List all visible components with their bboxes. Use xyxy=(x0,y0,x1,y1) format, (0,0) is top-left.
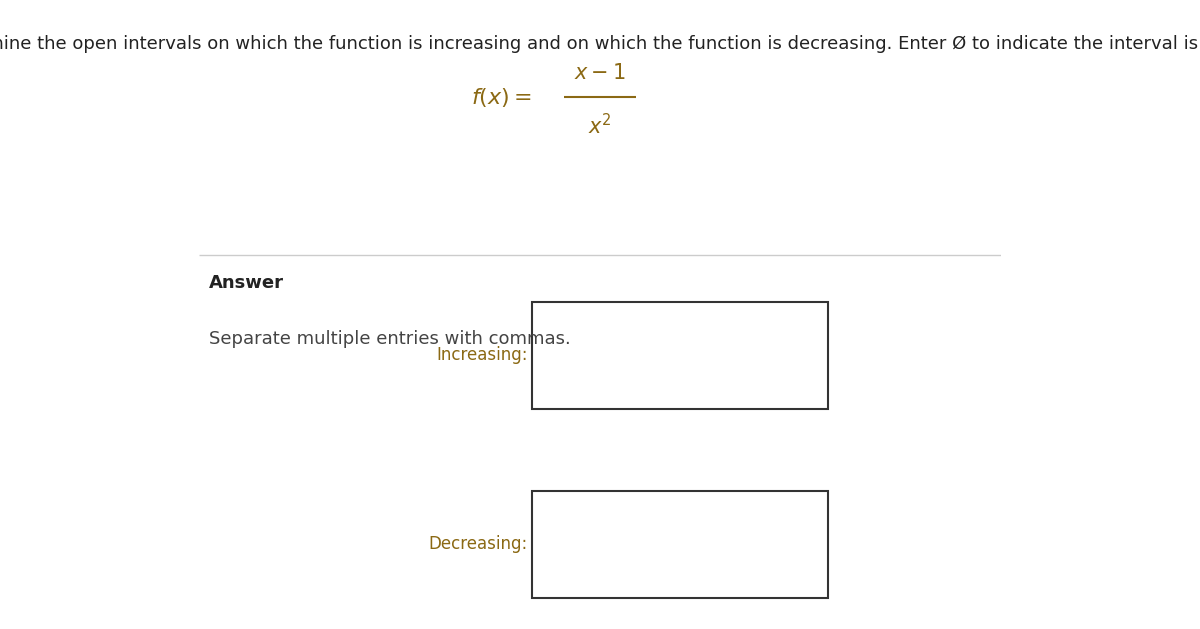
FancyBboxPatch shape xyxy=(532,491,828,598)
Text: Determine the open intervals on which the function is increasing and on which th: Determine the open intervals on which th… xyxy=(0,35,1200,53)
Text: Decreasing:: Decreasing: xyxy=(428,535,528,553)
Text: $x^2$: $x^2$ xyxy=(588,113,612,138)
Text: $f(x) =$: $f(x) =$ xyxy=(470,86,532,109)
FancyBboxPatch shape xyxy=(532,302,828,409)
Text: Increasing:: Increasing: xyxy=(437,347,528,364)
Text: $x - 1$: $x - 1$ xyxy=(574,63,626,83)
Text: Answer: Answer xyxy=(209,274,284,292)
Text: Separate multiple entries with commas.: Separate multiple entries with commas. xyxy=(209,330,571,348)
